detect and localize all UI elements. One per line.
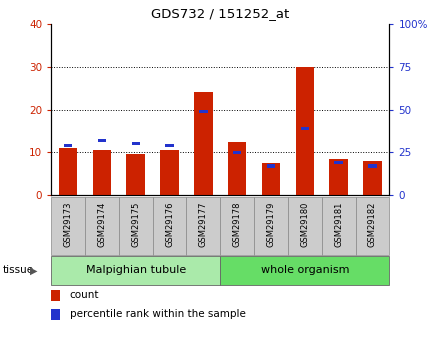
Text: whole organism: whole organism	[261, 266, 349, 275]
Bar	[166, 144, 174, 147]
Bar	[132, 142, 140, 145]
Bar	[322, 197, 356, 255]
Bar	[51, 290, 60, 301]
Bar	[288, 197, 322, 255]
Text: GSM29176: GSM29176	[165, 201, 174, 247]
Bar	[93, 150, 111, 195]
Text: count: count	[70, 290, 99, 300]
Text: tissue: tissue	[2, 266, 33, 275]
Bar	[254, 197, 288, 255]
Bar	[51, 309, 60, 320]
Bar	[119, 197, 153, 255]
Bar	[51, 197, 85, 255]
Text: GSM29180: GSM29180	[300, 201, 309, 247]
Text: GSM29178: GSM29178	[233, 201, 242, 247]
Text: GSM29174: GSM29174	[97, 201, 106, 247]
Bar	[160, 150, 179, 195]
Bar	[301, 127, 309, 130]
Bar	[329, 159, 348, 195]
Bar	[262, 163, 280, 195]
Bar	[98, 139, 106, 142]
Bar	[267, 164, 275, 168]
Text: GSM29179: GSM29179	[267, 201, 275, 247]
Bar	[356, 197, 389, 255]
Bar	[228, 141, 247, 195]
Text: GSM29173: GSM29173	[64, 201, 73, 247]
Bar	[335, 161, 343, 164]
Bar	[363, 161, 382, 195]
Bar	[368, 164, 376, 168]
Bar	[233, 150, 241, 154]
Bar	[194, 92, 213, 195]
Text: GSM29175: GSM29175	[131, 201, 140, 247]
Bar	[59, 148, 77, 195]
Bar	[295, 67, 314, 195]
Bar	[186, 197, 220, 255]
Bar	[85, 197, 119, 255]
Bar	[51, 256, 220, 285]
Text: Malpighian tubule: Malpighian tubule	[85, 266, 186, 275]
Text: GSM29177: GSM29177	[199, 201, 208, 247]
Bar	[153, 197, 186, 255]
Text: GSM29181: GSM29181	[334, 201, 343, 247]
Title: GDS732 / 151252_at: GDS732 / 151252_at	[151, 7, 289, 20]
Bar	[126, 154, 145, 195]
Bar	[220, 256, 389, 285]
Text: GSM29182: GSM29182	[368, 201, 377, 247]
Bar	[220, 197, 254, 255]
Bar	[64, 144, 72, 147]
Text: percentile rank within the sample: percentile rank within the sample	[70, 309, 246, 319]
Text: ▶: ▶	[30, 266, 38, 275]
Bar	[199, 110, 207, 113]
